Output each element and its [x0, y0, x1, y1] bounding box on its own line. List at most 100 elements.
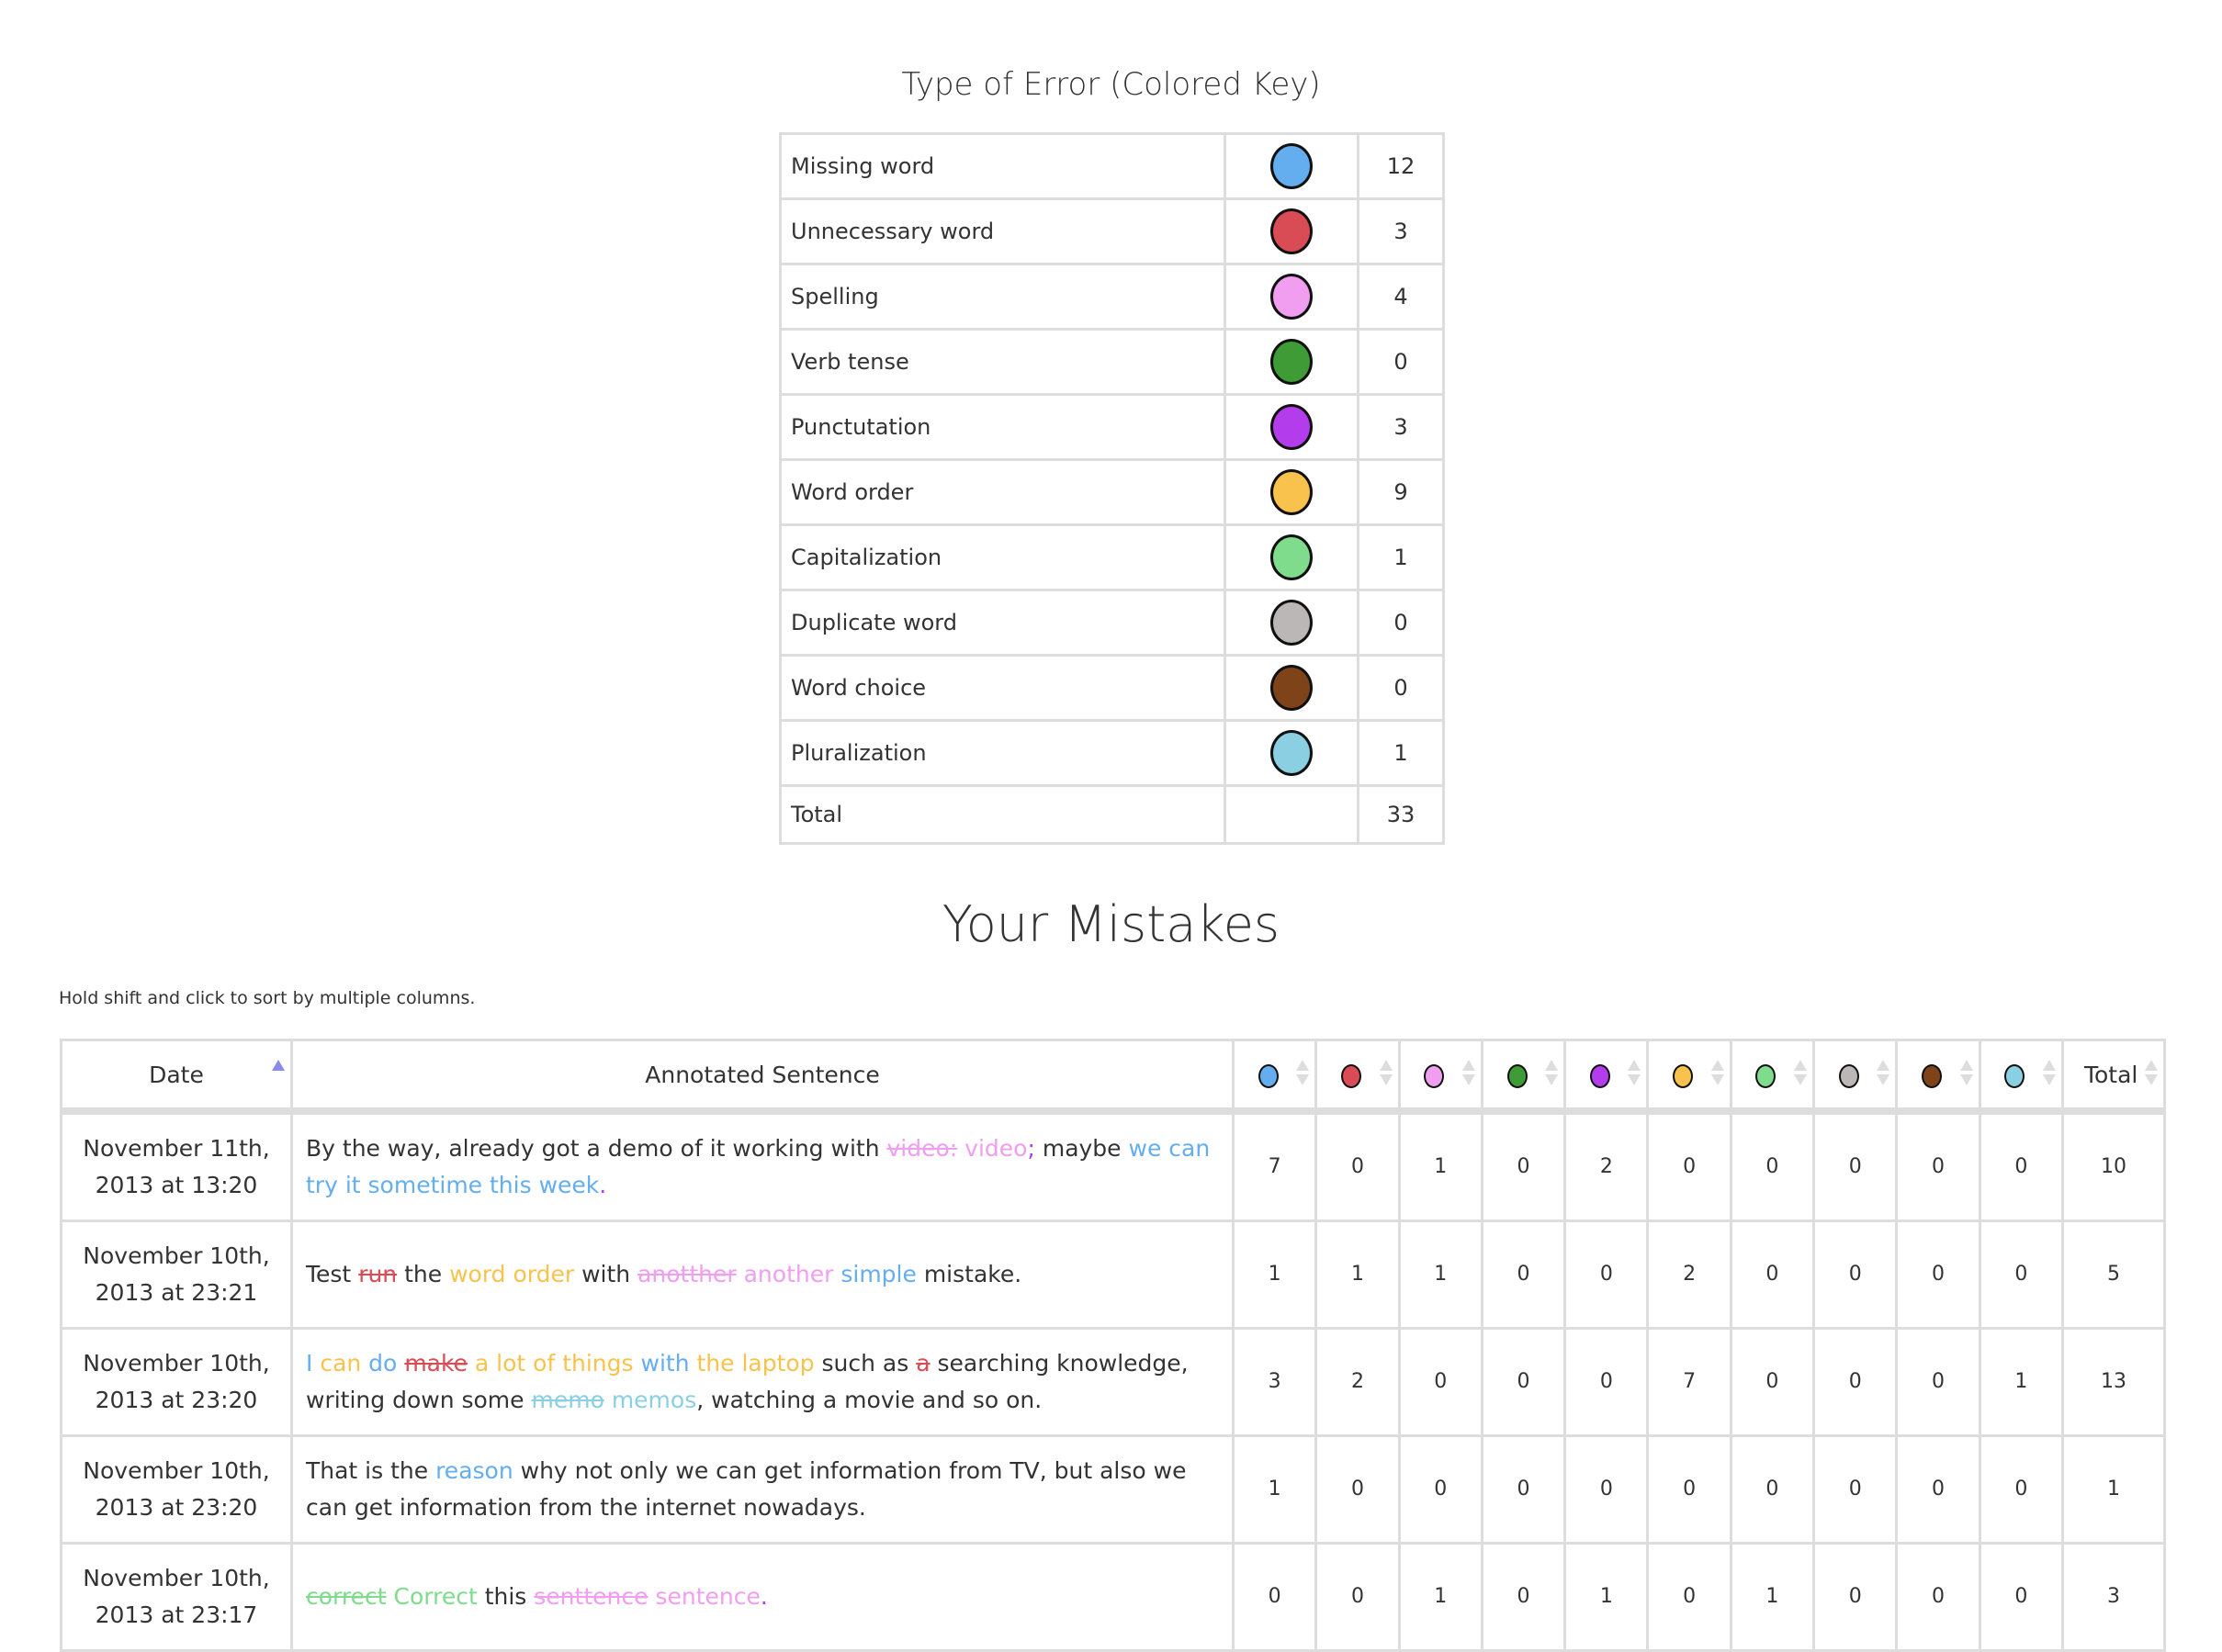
error-count-cell: 0: [1895, 1434, 1981, 1545]
sort-icon: [1296, 1060, 1310, 1087]
column-header-unnecessary-word[interactable]: [1314, 1039, 1401, 1115]
removed-text: correct: [306, 1583, 387, 1610]
error-count-cell: 0: [1729, 1327, 1816, 1437]
correction-text: reason: [435, 1457, 513, 1484]
column-header-date[interactable]: Date: [60, 1039, 293, 1115]
error-count-cell: 2: [1314, 1327, 1401, 1437]
removed-text: memo: [531, 1387, 604, 1413]
correction-text: the laptop: [689, 1350, 815, 1377]
error-count-cell: 0: [1397, 1327, 1483, 1437]
key-swatch-cell: [1224, 719, 1359, 787]
key-row: Word order 9: [779, 458, 1445, 526]
column-header-pluralization[interactable]: [1978, 1039, 2064, 1115]
color-dot-icon: [1922, 1063, 1943, 1088]
total-header-label: Total: [2083, 1061, 2138, 1088]
key-count: 3: [1357, 393, 1445, 461]
mistakes-table: Date Annotated Sentence Total November 1…: [60, 1039, 2167, 1652]
row-total-cell: 1: [2060, 1434, 2167, 1545]
error-count-cell: 2: [1563, 1109, 1650, 1222]
key-swatch-cell: [1224, 328, 1359, 396]
date-cell: November 11th, 2013 at 13:20: [60, 1109, 293, 1222]
error-count-cell: 0: [1563, 1327, 1650, 1437]
sentence-header-label: Annotated Sentence: [645, 1061, 880, 1088]
color-dot-icon: [1838, 1063, 1859, 1088]
error-count-cell: 0: [1646, 1434, 1732, 1545]
color-dot-icon: [1589, 1063, 1610, 1088]
color-dot-icon: [1258, 1063, 1279, 1088]
correction-text: video: [964, 1135, 1028, 1162]
column-header-duplicate-word[interactable]: [1812, 1039, 1899, 1115]
sort-icon: [1379, 1060, 1393, 1087]
correction-text: another: [743, 1261, 834, 1287]
color-swatch-icon: [1270, 600, 1313, 646]
key-swatch-cell: [1224, 589, 1359, 657]
key-total-count: 33: [1357, 784, 1445, 845]
error-count-cell: 0: [1314, 1542, 1401, 1652]
table-row: November 10th, 2013 at 23:21 Test run the…: [60, 1219, 2167, 1330]
key-total-row: Total 33: [779, 784, 1445, 845]
sentence-text: [387, 1583, 394, 1610]
correction-text: word order: [449, 1261, 575, 1287]
error-count-cell: 1: [1231, 1219, 1318, 1330]
error-count-cell: 0: [1563, 1434, 1650, 1545]
error-count-cell: 0: [1729, 1434, 1816, 1545]
key-label: Pluralization: [779, 719, 1226, 787]
error-count-cell: 0: [1812, 1327, 1899, 1437]
column-header-verb-tense[interactable]: [1480, 1039, 1567, 1115]
column-header-missing-word[interactable]: [1231, 1039, 1318, 1115]
error-count-cell: 0: [1563, 1219, 1650, 1330]
correction-text: do: [361, 1350, 398, 1377]
key-row: Duplicate word 0: [779, 589, 1445, 657]
removed-text: run: [358, 1261, 398, 1287]
key-label: Word order: [779, 458, 1226, 526]
error-count-cell: 0: [1895, 1219, 1981, 1330]
error-count-cell: 0: [1480, 1434, 1567, 1545]
key-label: Duplicate word: [779, 589, 1226, 657]
error-count-cell: 0: [1480, 1542, 1567, 1652]
removed-text: a: [916, 1350, 931, 1377]
sentence-text: , watching a movie and so on.: [696, 1387, 1043, 1413]
key-title: Type of Error (Colored Key): [901, 66, 1321, 103]
error-count-cell: 0: [1812, 1542, 1899, 1652]
column-header-word-choice[interactable]: [1895, 1039, 1981, 1115]
column-header-capitalization[interactable]: [1729, 1039, 1816, 1115]
row-total-cell: 3: [2060, 1542, 2167, 1652]
sentence-text: [957, 1135, 964, 1162]
key-label: Word choice: [779, 654, 1226, 722]
mistakes-title: Your Mistakes: [942, 895, 1280, 953]
error-count-cell: 3: [1231, 1327, 1318, 1437]
error-count-cell: 0: [1978, 1219, 2064, 1330]
error-count-cell: 0: [1895, 1109, 1981, 1222]
color-swatch-icon: [1270, 339, 1313, 385]
date-cell: November 10th, 2013 at 23:21: [60, 1219, 293, 1330]
key-row: Word choice 0: [779, 654, 1445, 722]
key-row: Verb tense 0: [779, 328, 1445, 396]
column-header-sentence[interactable]: Annotated Sentence: [290, 1039, 1235, 1115]
key-swatch-cell: [1224, 523, 1359, 591]
sentence-text: That is the: [306, 1457, 436, 1484]
key-row: Capitalization 1: [779, 523, 1445, 591]
correction-text: we can try it sometime this week: [306, 1135, 1211, 1198]
sort-icon: [1877, 1060, 1890, 1087]
column-header-total[interactable]: Total: [2060, 1039, 2167, 1115]
color-swatch-icon: [1270, 404, 1313, 450]
key-count: 1: [1357, 523, 1445, 591]
color-swatch-icon: [1270, 534, 1313, 580]
error-key-table: Missing word 12 Unnecessary word 3 Spelling 4…: [779, 132, 1445, 845]
error-count-cell: 0: [1314, 1434, 1401, 1545]
column-header-word-order[interactable]: [1646, 1039, 1732, 1115]
error-count-cell: 1: [1231, 1434, 1318, 1545]
error-count-cell: 0: [1978, 1542, 2064, 1652]
correction-text: sentence: [655, 1583, 761, 1610]
key-label: Missing word: [779, 132, 1226, 200]
removed-text: senttence: [534, 1583, 649, 1610]
key-swatch-cell: [1224, 654, 1359, 722]
column-header-spelling[interactable]: [1397, 1039, 1483, 1115]
sentence-text: maybe: [1034, 1135, 1129, 1162]
error-count-cell: 0: [1895, 1542, 1981, 1652]
key-label: Unnecessary word: [779, 197, 1226, 265]
key-swatch-cell: [1224, 132, 1359, 200]
row-total-cell: 13: [2060, 1327, 2167, 1437]
column-header-punctutation[interactable]: [1563, 1039, 1650, 1115]
error-count-cell: 0: [1231, 1542, 1318, 1652]
